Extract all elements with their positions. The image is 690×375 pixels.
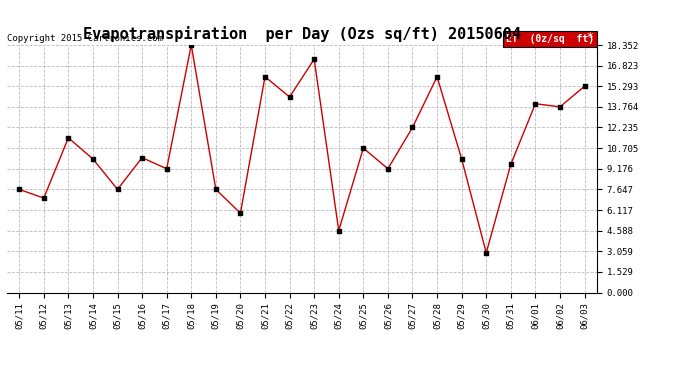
Point [186,42,197,48]
Point [382,166,393,172]
Point [555,104,566,110]
Point [407,124,418,130]
Point [481,250,492,256]
Point [38,195,49,201]
Point [579,83,590,89]
Point [161,166,172,172]
Point [284,94,295,100]
Text: Copyright 2015 Cartronics.com: Copyright 2015 Cartronics.com [7,33,163,42]
Point [431,74,442,80]
Point [505,161,516,167]
Point [308,56,319,62]
Point [333,228,344,234]
Point [358,145,369,151]
Point [14,186,25,192]
Text: *: * [587,31,593,44]
Point [210,186,221,192]
Title: Evapotranspiration  per Day (Ozs sq/ft) 20150604: Evapotranspiration per Day (Ozs sq/ft) 2… [83,27,521,42]
Point [63,135,74,141]
Point [112,186,123,192]
Point [137,154,148,160]
Point [88,156,99,162]
Point [259,74,270,80]
Point [235,210,246,216]
Point [530,101,541,107]
Point [456,156,467,162]
Text: ET  (0z/sq  ft): ET (0z/sq ft) [506,34,594,44]
